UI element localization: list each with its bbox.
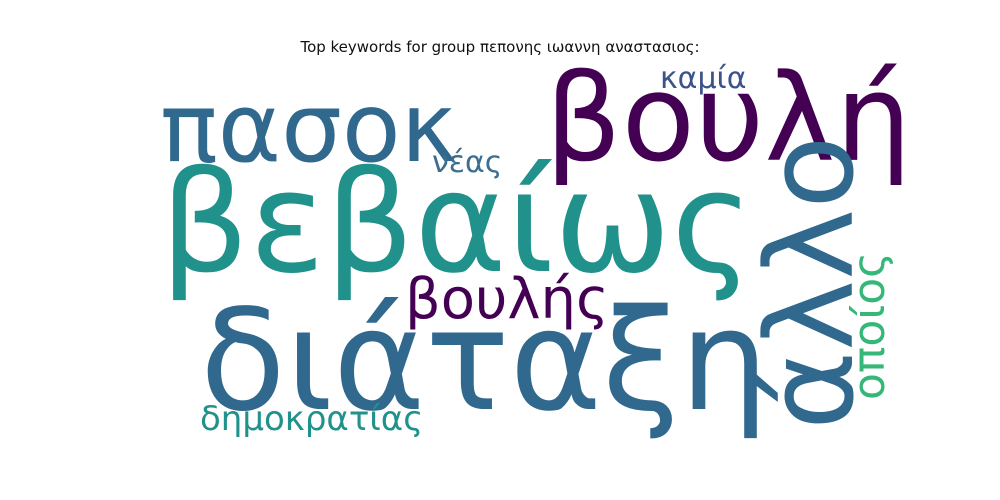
- word-opoios: οποίος: [844, 252, 895, 400]
- word-vevaios: βεβαίως: [160, 142, 754, 305]
- chart-title: Top keywords for group πεπονης ιωαννη αν…: [300, 38, 700, 56]
- word-vouli: βουλή: [545, 50, 912, 189]
- word-diataxi: διάταξη: [200, 280, 769, 443]
- word-cloud: πασοκ βουλή καμία νέας βεβαίως άλλο οποί…: [160, 60, 912, 443]
- word-kamia: καμία: [660, 61, 747, 96]
- word-pasok: πασοκ: [160, 72, 458, 184]
- word-dimokratias: δημοκρατίας: [200, 399, 424, 439]
- word-voulis: βουλής: [405, 267, 609, 332]
- word-neas: νέας: [432, 145, 503, 180]
